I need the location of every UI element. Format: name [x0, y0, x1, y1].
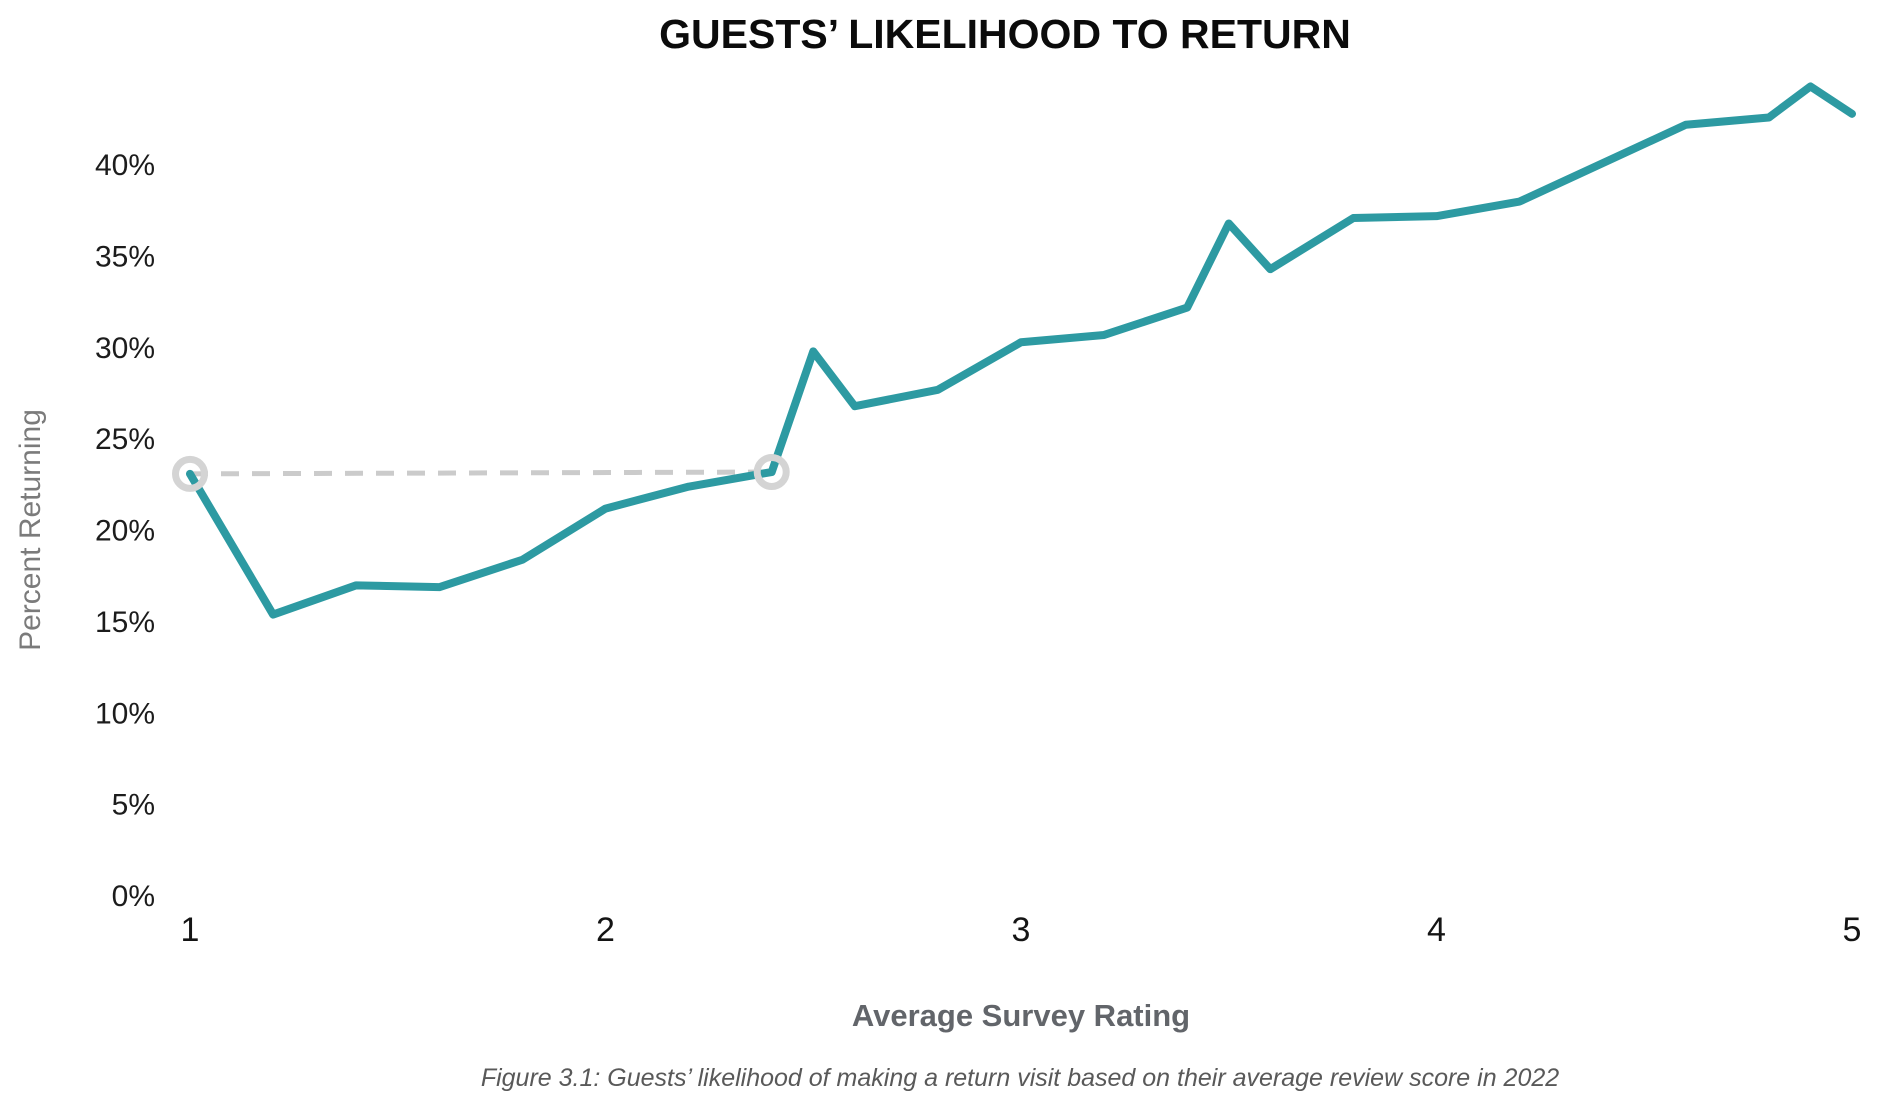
y-tick-label: 40%: [95, 149, 155, 182]
data-line-series: [186, 82, 1856, 619]
y-tick-label: 30%: [95, 332, 155, 365]
x-tick-label: 1: [181, 911, 200, 949]
y-tick-label: 20%: [95, 515, 155, 548]
x-tick-label: 3: [1012, 911, 1031, 949]
y-tick-label: 25%: [95, 423, 155, 456]
y-tick-label: 0%: [112, 880, 155, 913]
y-axis-ticks: 0% 5% 10% 15% 20% 25% 30% 35% 40%: [95, 149, 155, 913]
highlight-marker-circle: [753, 454, 790, 491]
plot-area: [172, 82, 1856, 619]
x-axis-ticks: 1 2 3 4 5: [181, 911, 1862, 949]
highlight-marker-circle: [172, 455, 208, 492]
y-tick-label: 5%: [112, 789, 155, 822]
x-tick-label: 5: [1843, 911, 1862, 949]
figure-caption: Figure 3.1: Guests’ likelihood of making…: [481, 1064, 1559, 1092]
x-tick-label: 2: [596, 911, 615, 949]
y-tick-label: 15%: [95, 606, 155, 639]
chart-title: GUESTS’ LIKELIHOOD TO RETURN: [659, 11, 1351, 57]
reference-dashed-line: [189, 469, 772, 477]
x-tick-label: 4: [1427, 911, 1446, 949]
y-tick-label: 35%: [95, 240, 155, 273]
x-axis-label: Average Survey Rating: [852, 998, 1190, 1033]
y-tick-label: 10%: [95, 697, 155, 730]
y-axis-label: Percent Returning: [14, 409, 47, 651]
